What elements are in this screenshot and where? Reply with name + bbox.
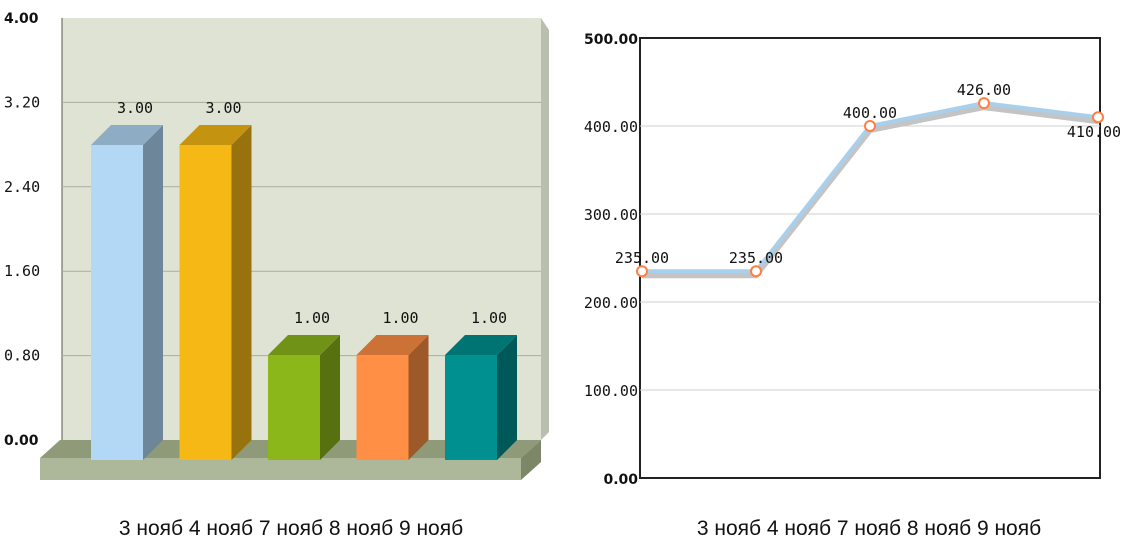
bar-chart: 0.00 0.80 1.60 2.40 3.20 4.00 3.00 3.00 1.00 1.00… — [4, 11, 549, 540]
x-axis-caption: 3 нояб 4 нояб 7 нояб 8 нояб 9 нояб — [119, 517, 463, 540]
bar-top — [356, 335, 429, 355]
bar-data-label: 3.00 — [117, 99, 153, 117]
y-tick-label: 0.00 — [4, 433, 39, 449]
bar-side — [408, 335, 429, 460]
bar-side — [320, 335, 340, 460]
bar-data-label: 3.00 — [205, 99, 241, 117]
point-data-label: 235.00 — [729, 249, 783, 267]
y-tick-label: 2.40 — [4, 178, 40, 196]
y-tick-label: 0.00 — [603, 472, 638, 488]
floor-side — [521, 440, 541, 480]
floor-front — [40, 458, 521, 480]
y-tick-label: 500.00 — [584, 32, 638, 48]
point-data-label: 400.00 — [843, 104, 897, 122]
y-tick-label: 400.00 — [584, 118, 638, 136]
bar-top — [268, 335, 340, 355]
bar — [179, 145, 232, 460]
y-tick-label: 1.60 — [4, 262, 40, 280]
bar — [91, 145, 143, 460]
bar-top — [179, 125, 252, 145]
bar — [268, 355, 320, 460]
point-data-label: 410.00 — [1067, 123, 1121, 141]
y-tick-label: 200.00 — [584, 294, 638, 312]
x-axis-caption: 3 нояб 4 нояб 7 нояб 8 нояб 9 нояб — [697, 517, 1041, 540]
bar-side — [497, 335, 517, 460]
line-chart: 0.00 100.00 200.00 300.00 400.00 500.00 235.00… — [584, 32, 1121, 540]
y-tick-label: 100.00 — [584, 382, 638, 400]
bar-side — [231, 125, 252, 460]
data-point — [636, 265, 648, 278]
point-data-label: 426.00 — [957, 81, 1011, 99]
y-tick-label: 3.20 — [4, 93, 40, 111]
bar-top — [91, 125, 163, 145]
bar — [445, 355, 497, 460]
bar-top — [445, 335, 517, 355]
bar-data-label: 1.00 — [294, 309, 330, 327]
bar — [356, 355, 409, 460]
data-point — [750, 265, 762, 278]
bar-data-label: 1.00 — [471, 309, 507, 327]
data-point — [978, 97, 990, 110]
bar-data-label: 1.00 — [382, 309, 418, 327]
y-tick-label: 300.00 — [584, 206, 638, 224]
data-point — [1092, 111, 1104, 124]
bar-side — [143, 125, 163, 460]
y-tick-label: 0.80 — [4, 347, 40, 365]
point-data-label: 235.00 — [615, 249, 669, 267]
data-point — [864, 120, 876, 132]
y-tick-label: 4.00 — [4, 11, 39, 27]
plot-side-wall — [541, 18, 549, 440]
